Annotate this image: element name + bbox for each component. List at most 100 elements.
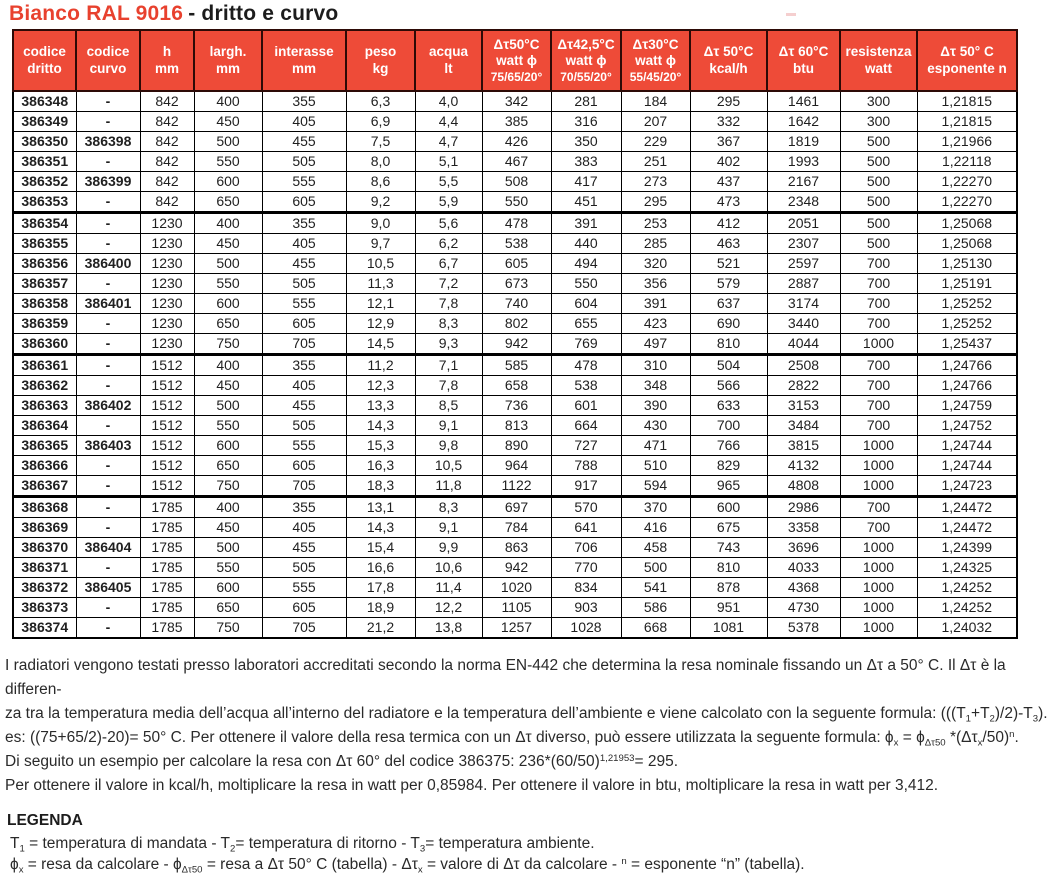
- table-cell: 1000: [839, 333, 918, 356]
- table-cell: 690: [689, 313, 768, 334]
- table-cell: 1,25191: [916, 273, 1018, 294]
- table-cell: 8,6: [345, 171, 416, 192]
- table-cell: 5,9: [414, 191, 483, 214]
- table-cell: 11,2: [345, 354, 416, 376]
- table-cell: 655: [550, 313, 622, 334]
- column-header: Δτ 50°C kcal/h: [689, 29, 768, 92]
- table-cell: 450: [193, 233, 263, 254]
- column-header: resistenza watt: [839, 29, 918, 92]
- table-cell: 15,4: [345, 537, 416, 558]
- table-cell: 386405: [75, 577, 141, 598]
- table-cell: 455: [261, 537, 347, 558]
- column-header: codice curvo: [75, 29, 141, 92]
- table-cell: 3174: [766, 293, 841, 314]
- table-cell: 1785: [139, 577, 195, 598]
- table-cell: 585: [481, 354, 552, 376]
- table-cell: 1000: [839, 455, 918, 476]
- table-row: 386369-1785 450 405 14,3 9,1 784 641 416 675 3358…: [12, 517, 1018, 538]
- table-row: 386348-842 400 355 6,3 4,0 342 281 184 295 1461 30…: [12, 90, 1018, 112]
- table-cell: 1512: [139, 415, 195, 436]
- table-cell: 1,24472: [916, 496, 1018, 518]
- table-row: 386373-1785 650 605 18,9 12,2 1105 903 586 951 47…: [12, 597, 1018, 618]
- table-cell: 550: [193, 151, 263, 172]
- table-cell: 942: [481, 333, 552, 356]
- table-cell: 1000: [839, 435, 918, 456]
- table-cell: -: [75, 333, 141, 356]
- table-cell: 9,9: [414, 537, 483, 558]
- table-cell: 750: [193, 333, 263, 356]
- table-cell: 842: [139, 131, 195, 152]
- table-cell: 1,24744: [916, 435, 1018, 456]
- table-cell: 1,24325: [916, 557, 1018, 578]
- table-cell: 605: [481, 253, 552, 274]
- table-cell: -: [75, 151, 141, 172]
- table-cell: -: [75, 517, 141, 538]
- table-cell: -: [75, 233, 141, 254]
- table-cell: 842: [139, 191, 195, 214]
- table-cell: 9,0: [345, 212, 416, 234]
- table-cell: 700: [839, 415, 918, 436]
- table-cell: 295: [689, 90, 768, 112]
- table-cell: 500: [839, 233, 918, 254]
- table-cell: 15,3: [345, 435, 416, 456]
- table-cell: 1230: [139, 253, 195, 274]
- table-cell: 4,4: [414, 111, 483, 132]
- table-cell: 383: [550, 151, 622, 172]
- table-cell: 641: [550, 517, 622, 538]
- table-cell: 697: [481, 496, 552, 518]
- table-cell: 834: [550, 577, 622, 598]
- legend-lines: T1 = temperatura di mandata - T2= temper…: [7, 833, 1063, 875]
- table-cell: -: [75, 375, 141, 396]
- table-cell: 504: [689, 354, 768, 376]
- table-cell: 13,1: [345, 496, 416, 518]
- table-cell: 7,8: [414, 375, 483, 396]
- table-cell: 1,24399: [916, 537, 1018, 558]
- table-cell: 740: [481, 293, 552, 314]
- table-row: 386351-842 550 505 8,0 5,1 467 383 251 402 1993 50…: [12, 151, 1018, 172]
- table-cell: 386349: [12, 111, 77, 132]
- table-row: 386372 386405 1785 600 555 17,8 11,4 1020 834 541…: [12, 577, 1018, 598]
- table-cell: 355: [261, 496, 347, 518]
- table-cell: 253: [620, 212, 691, 234]
- table-cell: 1000: [839, 557, 918, 578]
- table-row: 386355-1230 450 405 9,7 6,2 538 440 285 463 2307 5…: [12, 233, 1018, 254]
- table-cell: 12,3: [345, 375, 416, 396]
- column-header: Δτ50°C watt ϕ 75/65/20°: [481, 29, 552, 92]
- table-cell: 281: [550, 90, 622, 112]
- table-cell: 229: [620, 131, 691, 152]
- table-cell: 1,24472: [916, 517, 1018, 538]
- legend-line: T1 = temperatura di mandata - T2= temper…: [10, 835, 595, 855]
- table-cell: 863: [481, 537, 552, 558]
- table-cell: 12,9: [345, 313, 416, 334]
- table-cell: 478: [550, 354, 622, 376]
- table-cell: 700: [839, 293, 918, 314]
- table-cell: 386363: [12, 395, 77, 416]
- table-row: 386361-1512 400 355 11,2 7,1 585 478 310 504 2508…: [12, 354, 1018, 376]
- table-cell: 700: [689, 415, 768, 436]
- table-cell: 1000: [839, 537, 918, 558]
- table-cell: 700: [839, 395, 918, 416]
- table-cell: 386348: [12, 90, 77, 112]
- table-cell: 6,2: [414, 233, 483, 254]
- table-cell: 14,5: [345, 333, 416, 356]
- table-cell: 1,24252: [916, 597, 1018, 618]
- table-row: 386363 386402 1512 500 455 13,3 8,5 736 601 390 63…: [12, 395, 1018, 416]
- table-cell: 5,6: [414, 212, 483, 234]
- table-cell: 1,24759: [916, 395, 1018, 416]
- table-cell: 1,24723: [916, 475, 1018, 498]
- table-cell: 1000: [839, 597, 918, 618]
- table-row: 386362-1512 450 405 12,3 7,8 658 538 348 566 2822…: [12, 375, 1018, 396]
- table-cell: 1020: [481, 577, 552, 598]
- table-cell: 829: [689, 455, 768, 476]
- table-cell: -: [75, 212, 141, 234]
- table-cell: 386362: [12, 375, 77, 396]
- table-cell: 386356: [12, 253, 77, 274]
- table-cell: 316: [550, 111, 622, 132]
- table-cell: 579: [689, 273, 768, 294]
- table-cell: -: [75, 313, 141, 334]
- table-cell: 11,4: [414, 577, 483, 598]
- table-cell: 300: [839, 111, 918, 132]
- table-cell: 386370: [12, 537, 77, 558]
- table-cell: 386371: [12, 557, 77, 578]
- table-cell: 586: [620, 597, 691, 618]
